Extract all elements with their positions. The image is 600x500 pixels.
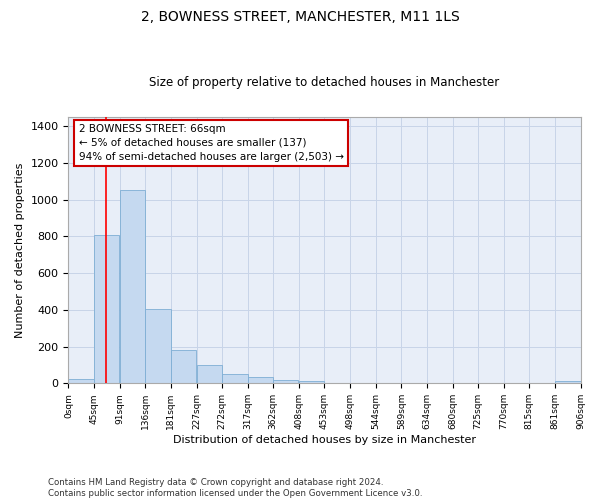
- Y-axis label: Number of detached properties: Number of detached properties: [15, 162, 25, 338]
- Bar: [171, 350, 196, 384]
- Text: 2, BOWNESS STREET, MANCHESTER, M11 1LS: 2, BOWNESS STREET, MANCHESTER, M11 1LS: [140, 10, 460, 24]
- Bar: [197, 364, 222, 384]
- Bar: [68, 379, 94, 384]
- Text: Contains HM Land Registry data © Crown copyright and database right 2024.
Contai: Contains HM Land Registry data © Crown c…: [48, 478, 422, 498]
- X-axis label: Distribution of detached houses by size in Manchester: Distribution of detached houses by size …: [173, 435, 476, 445]
- Text: 2 BOWNESS STREET: 66sqm
← 5% of detached houses are smaller (137)
94% of semi-de: 2 BOWNESS STREET: 66sqm ← 5% of detached…: [79, 124, 344, 162]
- Bar: [555, 380, 581, 384]
- Title: Size of property relative to detached houses in Manchester: Size of property relative to detached ho…: [149, 76, 500, 90]
- Bar: [248, 377, 273, 384]
- Bar: [273, 380, 298, 384]
- Bar: [94, 235, 119, 384]
- Bar: [145, 308, 171, 384]
- Bar: [299, 381, 325, 384]
- Bar: [120, 190, 145, 384]
- Bar: [222, 374, 248, 384]
